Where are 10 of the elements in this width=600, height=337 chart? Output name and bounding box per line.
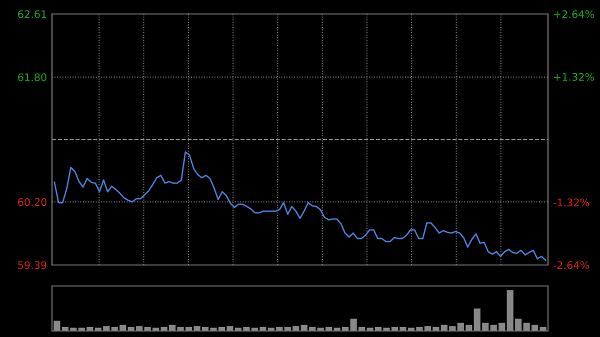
line-series <box>54 151 546 262</box>
y2-tick-label: -2.64% <box>553 261 590 270</box>
y-tick-label: 59.39 <box>18 261 46 270</box>
y2-tick-label: +2.64% <box>554 10 594 18</box>
y-tick-label: 61.80 <box>18 73 46 82</box>
y2-tick-label: -1.32% <box>553 198 590 206</box>
y-tick-label: 62.61 <box>18 10 46 18</box>
y-tick-label: 60.20 <box>18 198 46 206</box>
bar <box>54 320 60 331</box>
y2-tick-label: +1.32% <box>554 72 594 81</box>
